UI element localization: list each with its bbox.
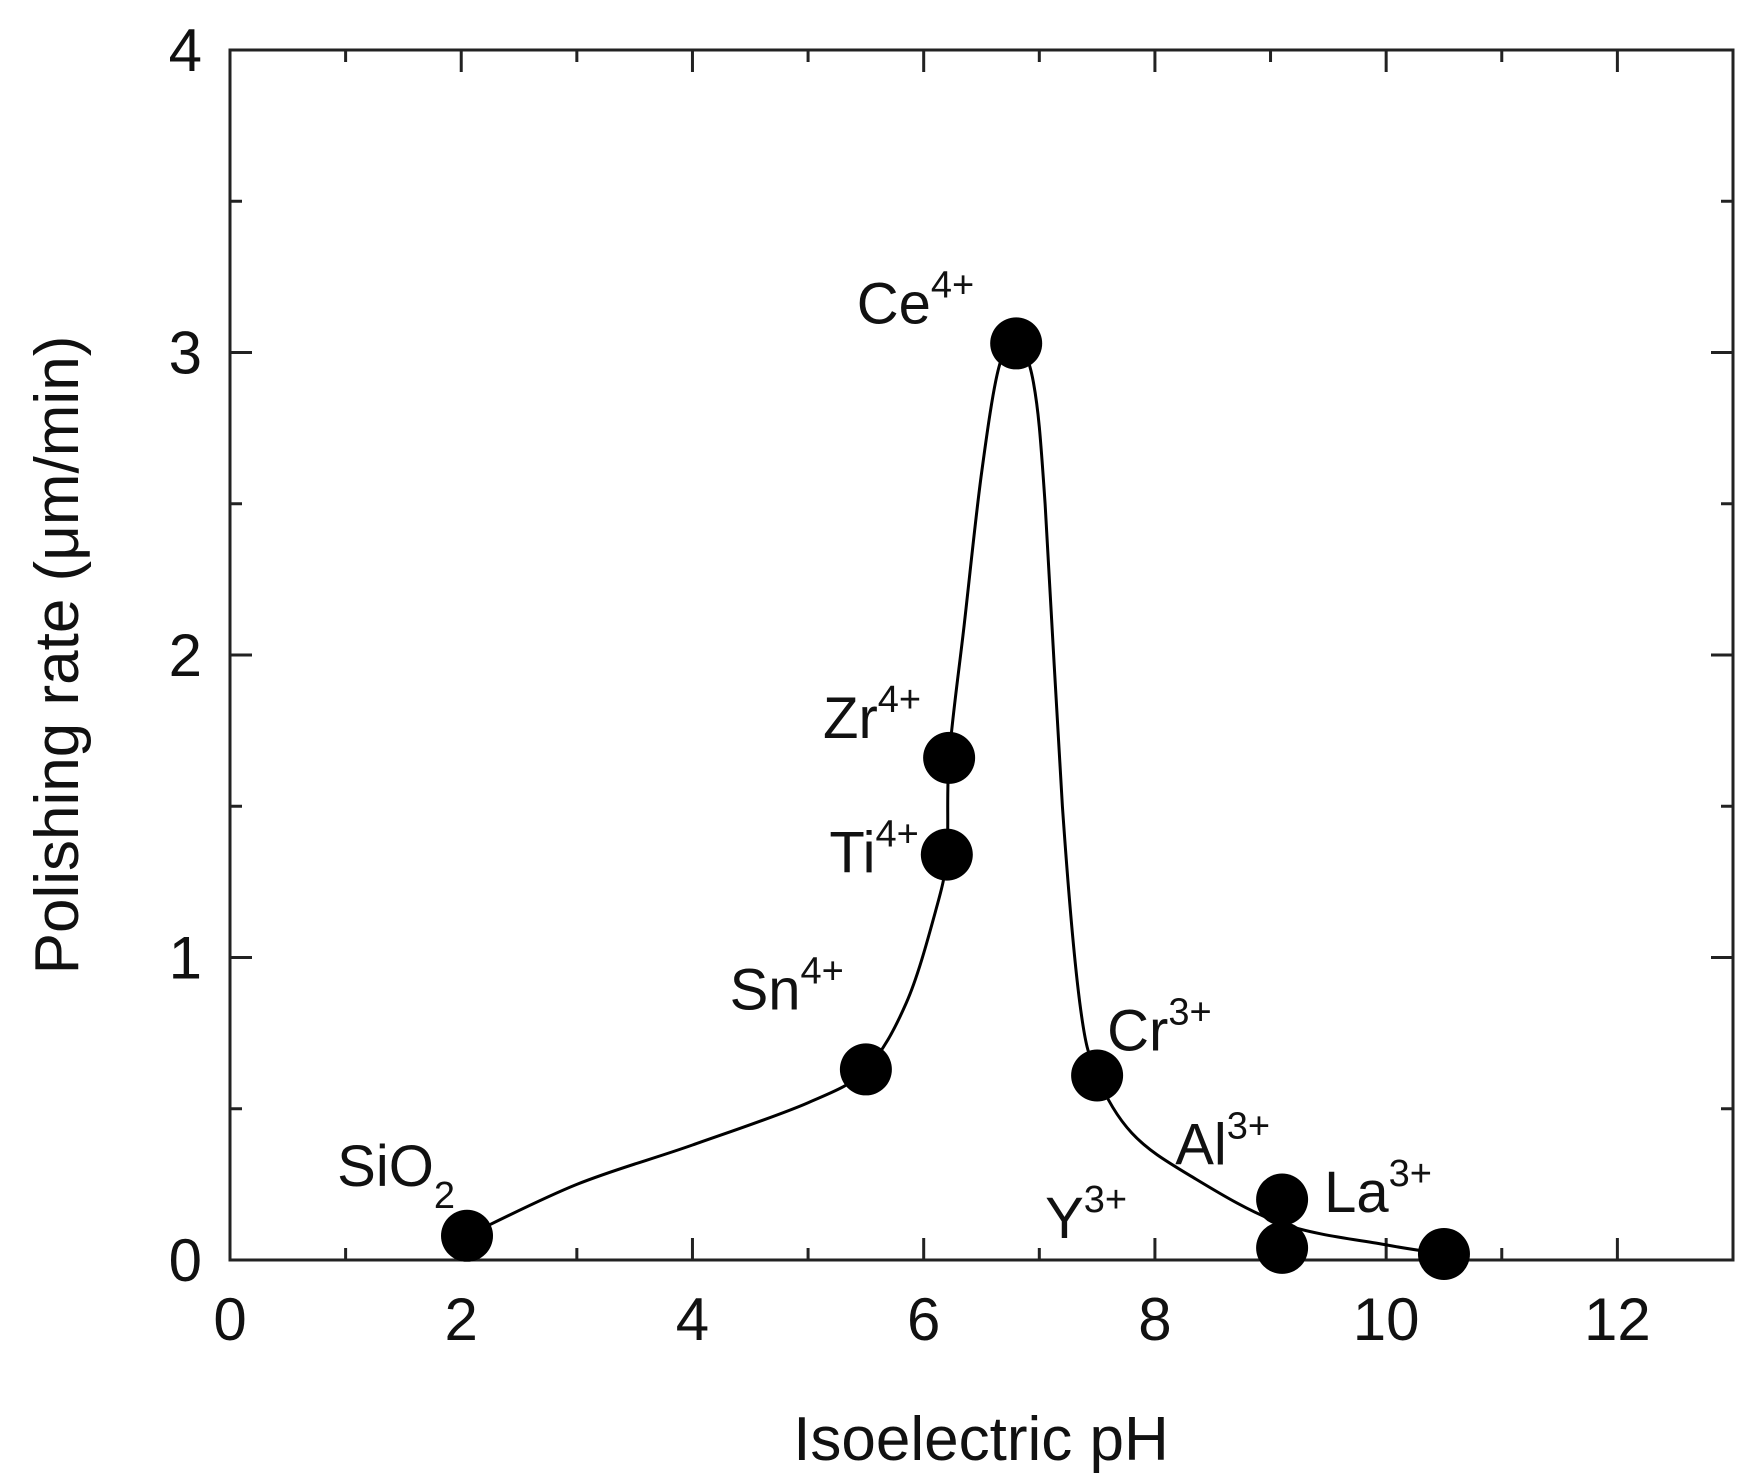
point-label-base: Zr <box>823 686 878 751</box>
y-tick-label: 2 <box>169 622 202 689</box>
point-label-sup: 3+ <box>1227 1106 1270 1148</box>
y-axis-title: Polishing rate (μm/min) <box>23 336 92 975</box>
y-tick-label: 1 <box>169 925 202 992</box>
point-label-ce: Ce4+ <box>857 264 974 336</box>
axis-ticks <box>228 48 1735 1262</box>
data-point-ti <box>920 828 973 881</box>
point-label-sup: 3+ <box>1389 1153 1432 1195</box>
point-label-sup: 3+ <box>1168 991 1211 1033</box>
data-point-sn <box>839 1043 892 1096</box>
x-tick-label: 6 <box>907 1286 940 1353</box>
data-point-cr <box>1071 1049 1124 1102</box>
point-label-base: Y <box>1045 1186 1084 1251</box>
x-axis-title: Isoelectric pH <box>793 1405 1169 1474</box>
point-label-la: La3+ <box>1324 1153 1432 1225</box>
point-label-base: Cr <box>1107 998 1168 1063</box>
y-tick-label: 4 <box>169 17 202 84</box>
data-point-zr <box>923 731 976 784</box>
point-label-base: La <box>1324 1160 1389 1225</box>
point-label-base: Al <box>1175 1113 1227 1178</box>
plot-frame <box>228 48 1735 1262</box>
point-label-zr: Zr4+ <box>823 679 921 751</box>
data-point-al <box>1256 1173 1309 1226</box>
point-label-cr: Cr3+ <box>1107 991 1212 1063</box>
point-label-al: Al3+ <box>1175 1106 1270 1178</box>
fit-curve <box>466 341 1445 1256</box>
point-label-base: Ti <box>829 821 875 886</box>
y-tick-label: 0 <box>169 1227 202 1294</box>
x-tick-label: 10 <box>1353 1286 1420 1353</box>
point-label-sup: 4+ <box>878 679 921 721</box>
data-point-la <box>1417 1227 1470 1280</box>
point-label-sup: 4+ <box>875 814 918 856</box>
y-tick-label: 3 <box>169 320 202 387</box>
point-label-sub: 2 <box>434 1175 455 1217</box>
point-label-sup: 4+ <box>931 264 974 306</box>
data-point-sio <box>441 1209 494 1262</box>
point-label-sio: SiO2 <box>337 1134 455 1217</box>
point-label-ti: Ti4+ <box>829 814 919 886</box>
data-point-ce <box>990 317 1043 370</box>
x-tick-label: 0 <box>213 1286 246 1353</box>
point-label-sup: 4+ <box>801 950 844 992</box>
x-tick-label: 12 <box>1584 1286 1651 1353</box>
point-label-sup: 3+ <box>1084 1179 1127 1221</box>
x-tick-label: 4 <box>676 1286 709 1353</box>
point-label-sn: Sn4+ <box>730 950 844 1022</box>
point-label-base: Ce <box>857 271 931 336</box>
data-points <box>441 317 1470 1280</box>
x-tick-label: 2 <box>445 1286 478 1353</box>
x-tick-label: 8 <box>1138 1286 1171 1353</box>
point-label-base: Sn <box>730 957 801 1022</box>
point-label-y: Y3+ <box>1045 1179 1127 1251</box>
point-label-base: SiO <box>337 1134 434 1199</box>
data-point-y <box>1256 1221 1309 1274</box>
